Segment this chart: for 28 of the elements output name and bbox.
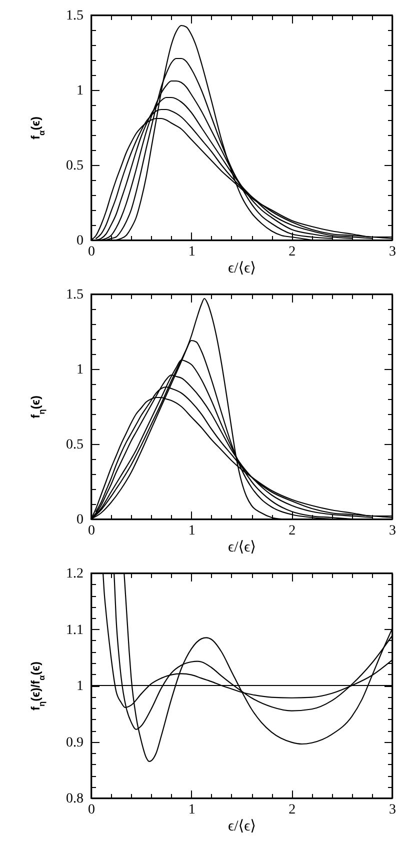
x-tick-label: 2: [288, 802, 296, 818]
y-tick-label: 1.5: [66, 8, 84, 24]
x-axis-title: ϵ/⟨ϵ⟩: [228, 260, 256, 276]
y-tick-label: 0: [76, 512, 84, 528]
x-tick-label: 3: [389, 244, 396, 260]
y-tick-label: 1.2: [66, 566, 84, 582]
x-tick-label: 3: [389, 802, 396, 818]
y-tick-label: 0.5: [66, 438, 84, 452]
x-axis-title: ϵ/⟨ϵ⟩: [228, 818, 256, 834]
x-tick-label: 0: [88, 244, 95, 260]
y-tick-label: 0: [76, 234, 84, 248]
x-tick-label: 1: [188, 524, 196, 538]
x-axis-title: ϵ/⟨ϵ⟩: [228, 540, 256, 556]
y-tick-label: 1.5: [66, 288, 84, 302]
y-tick-label: 0.5: [66, 158, 84, 174]
x-tick-label: 1: [188, 802, 196, 818]
y-tick-label: 1: [76, 84, 84, 98]
y-tick-label: 0.8: [66, 792, 84, 806]
y-tick-label: 1: [76, 362, 84, 378]
x-tick-label: 2: [288, 524, 296, 538]
y-tick-label: 1.1: [66, 622, 84, 638]
y-tick-label: 0.9: [66, 735, 84, 750]
x-tick-label: 1: [188, 244, 196, 260]
y-tick-label: 1: [76, 679, 84, 694]
x-tick-label: 2: [288, 244, 296, 260]
x-tick-label: 3: [389, 524, 396, 538]
x-tick-label: 0: [88, 524, 95, 538]
x-tick-label: 0: [88, 802, 95, 818]
